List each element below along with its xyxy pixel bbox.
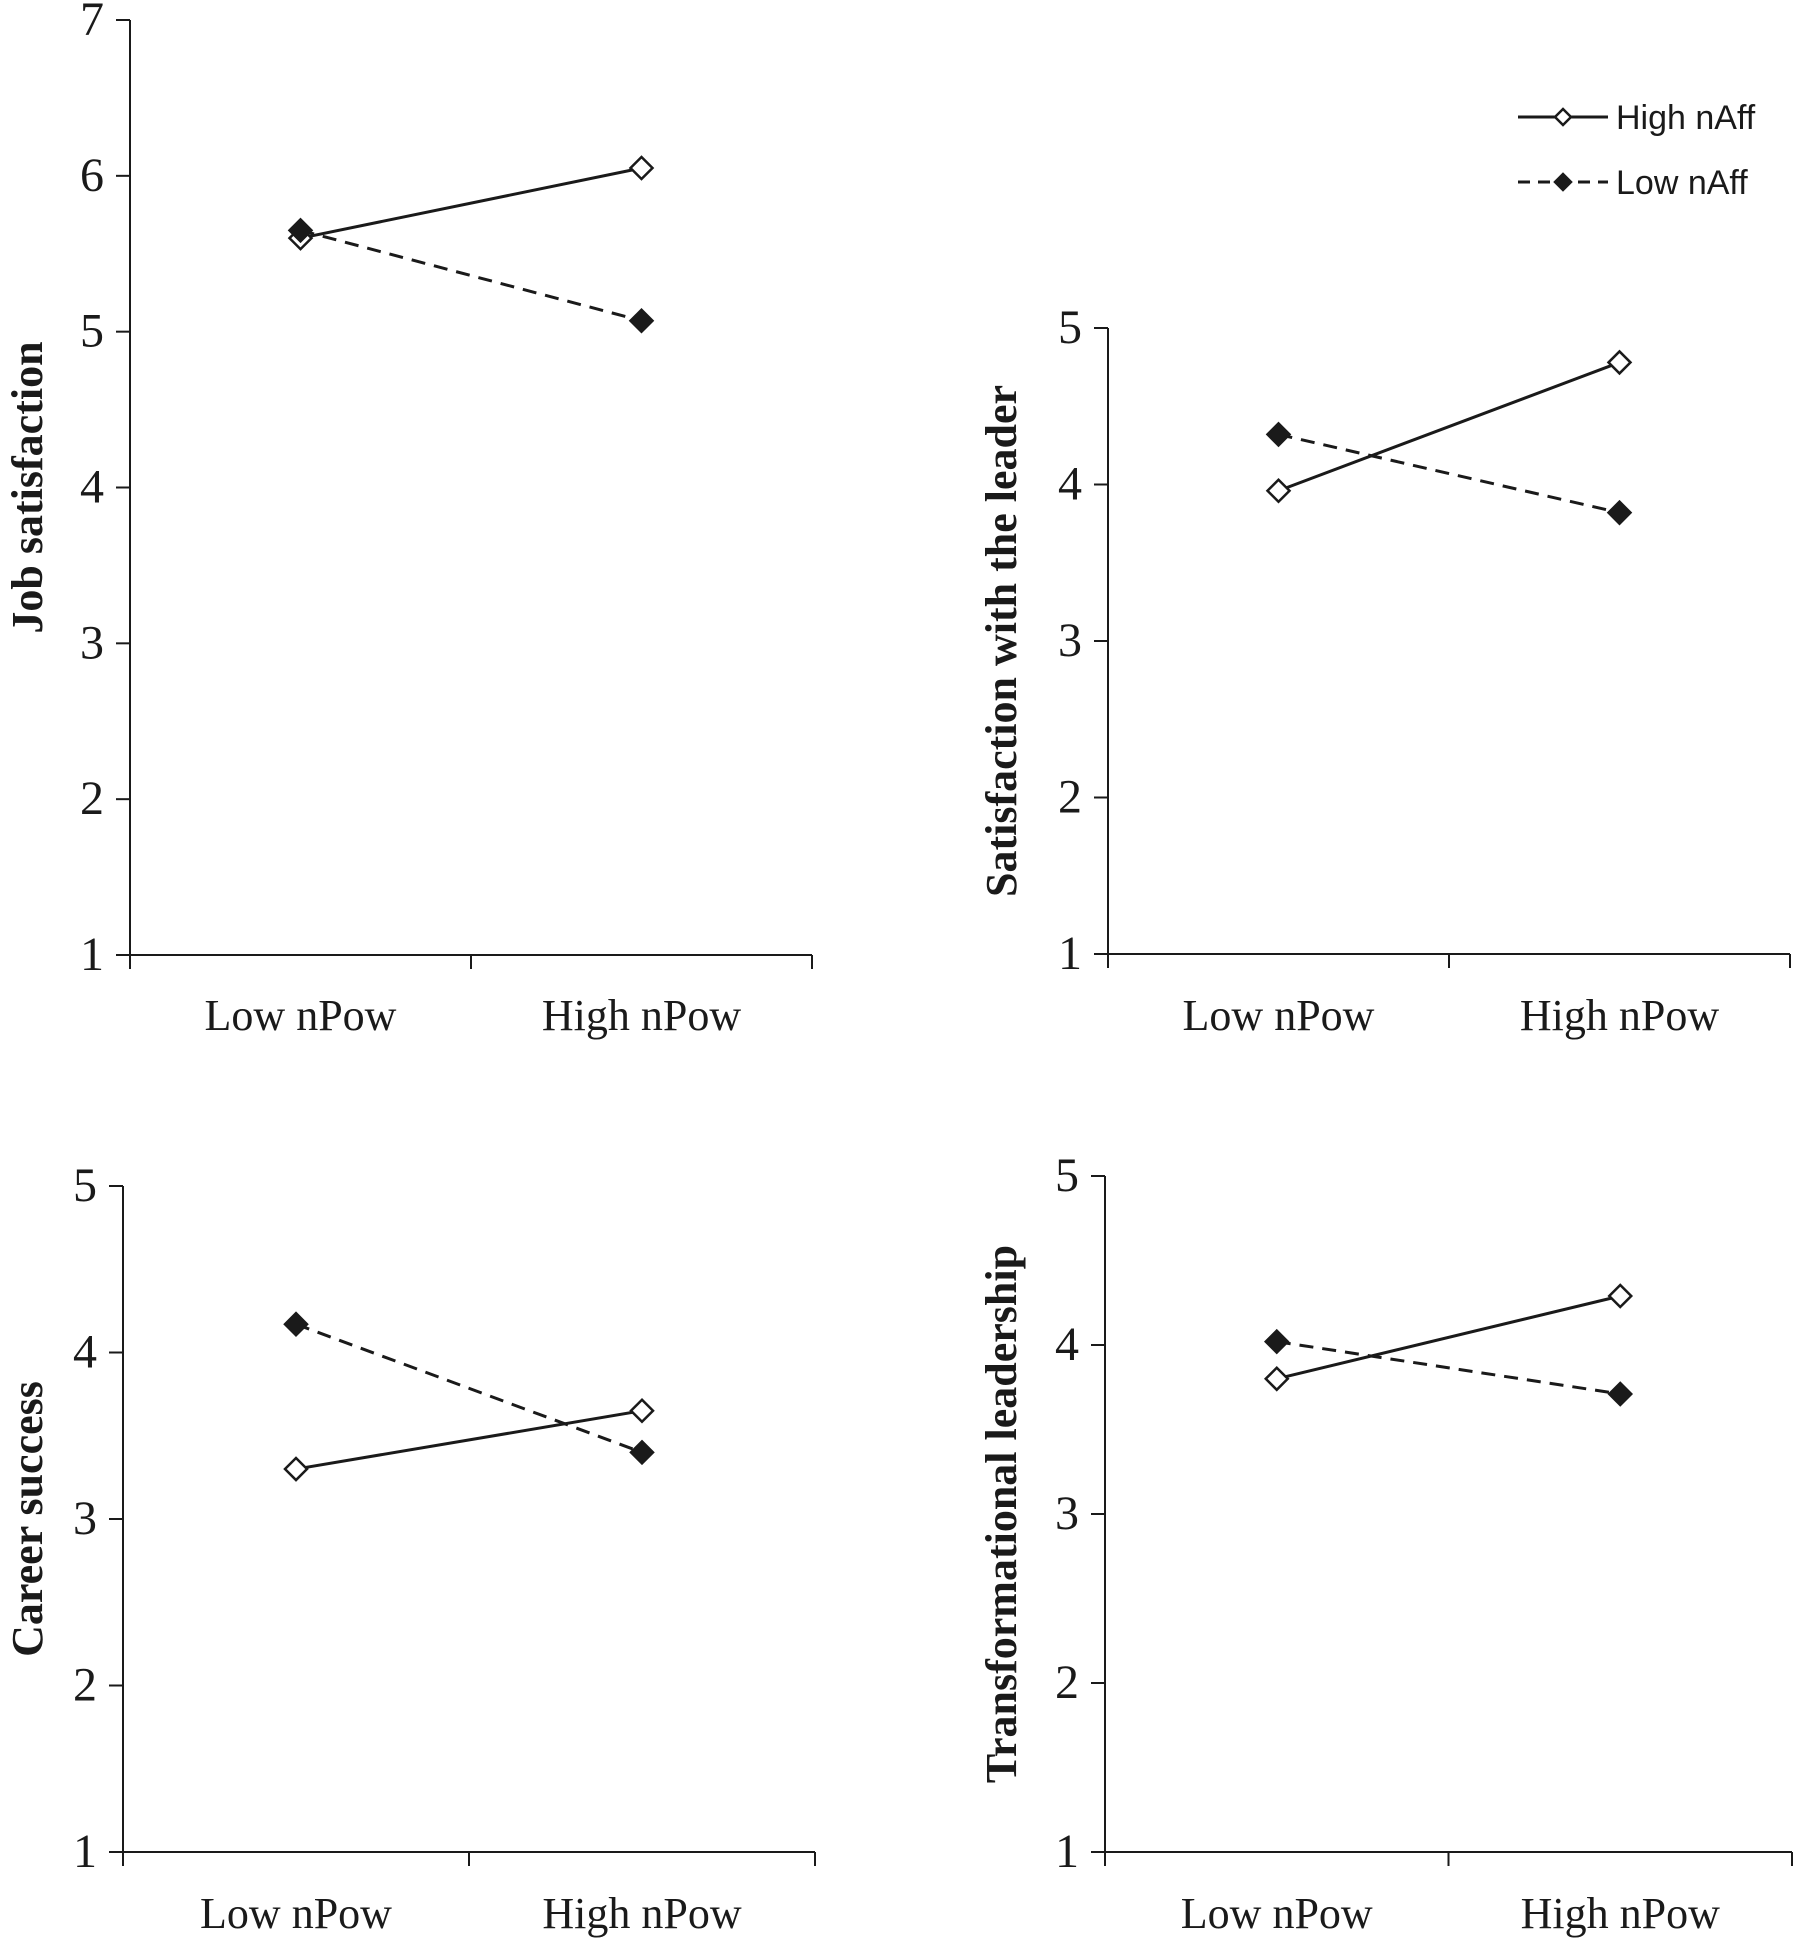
x-category-label: Low nPow [200,1889,392,1938]
legend-marker-open [1553,107,1573,127]
marker-high-naff [629,1398,655,1424]
series-line-low-naff [295,1322,643,1454]
y-tick-label: 7 [80,0,104,46]
x-category-label: Low nPow [1183,991,1375,1040]
y-axis-title: Satisfaction with the leader [977,385,1026,897]
y-tick-label: 2 [80,772,104,825]
marker-low-naff [287,217,314,244]
y-tick-label: 5 [80,305,104,358]
series-line-high-naff [295,1409,643,1471]
x-category-label: High nPow [542,991,741,1040]
marker-low-naff [1263,1328,1290,1355]
x-category-label: High nPow [1521,1889,1720,1938]
marker-high-naff [1607,1283,1634,1309]
y-axis-title: Career success [3,1381,52,1657]
marker-high-naff [628,155,655,181]
y-tick-label: 1 [1055,1825,1079,1878]
y-axis-title: Job satisfaction [3,341,52,633]
y-tick-label: 3 [1058,614,1082,667]
x-category-label: High nPow [1520,991,1719,1040]
series-line-low-naff [300,228,642,323]
series-line-high-naff [1277,361,1621,493]
x-category-label: Low nPow [1181,1889,1373,1938]
marker-low-naff [629,1439,655,1466]
series-line-high-naff [1276,1294,1621,1381]
marker-low-naff [1607,1381,1634,1407]
series-line-low-naff [1276,1340,1621,1396]
marker-low-naff [628,307,655,334]
y-tick-label: 1 [73,1825,97,1878]
y-tick-label: 5 [73,1159,97,1212]
y-tick-label: 2 [73,1659,97,1712]
y-tick-label: 2 [1055,1656,1079,1709]
x-category-label: High nPow [542,1889,741,1938]
marker-low-naff [283,1311,309,1337]
marker-high-naff [1265,477,1292,504]
series-line-high-naff [300,166,642,240]
marker-high-naff [1263,1366,1290,1392]
panels: 1 2 3 4 5 6 7 Low nPow High nPow Job satisfaction… [3,0,1793,1938]
y-tick-label: 5 [1055,1149,1079,1202]
panel-2: 1 2 3 4 5 Low nPow High nPow Satisfaction with … [977,301,1791,1040]
y-tick-label: 5 [1058,301,1082,354]
y-tick-label: 4 [80,461,104,514]
panel-3: 1 2 3 4 5 Low nPow High nPow Career success [3,1159,816,1938]
marker-low-naff [1265,421,1292,448]
series-line-low-naff [1278,432,1620,515]
panel-4: 1 2 3 4 5 Low nPow High nPow Transformational l… [977,1149,1793,1938]
marker-high-naff [283,1456,309,1482]
y-tick-label: 4 [1058,458,1082,511]
legend-label-high-naff: High nAff [1616,99,1756,137]
y-tick-label: 6 [80,149,104,202]
x-category-label: Low nPow [205,991,397,1040]
panel-1: 1 2 3 4 5 6 7 Low nPow High nPow Job satisfaction [3,0,813,1040]
legend: High nAff Low nAff [1518,99,1756,202]
y-axis-title: Transformational leadership [977,1245,1026,1783]
y-tick-label: 3 [1055,1487,1079,1540]
marker-high-naff [1606,349,1633,376]
legend-marker-filled [1553,172,1573,192]
y-tick-label: 3 [73,1492,97,1545]
y-tick-label: 2 [1058,771,1082,824]
y-tick-label: 1 [1058,927,1082,980]
y-tick-label: 4 [1055,1318,1079,1371]
y-tick-label: 3 [80,616,104,669]
y-tick-label: 4 [73,1326,97,1379]
y-tick-label: 1 [80,928,104,981]
legend-label-low-naff: Low nAff [1616,164,1748,202]
marker-low-naff [1606,499,1633,526]
